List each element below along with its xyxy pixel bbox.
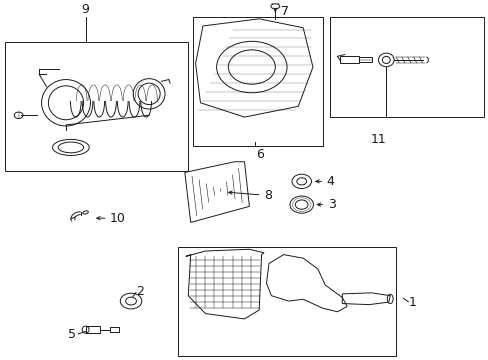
Bar	[178, 247, 395, 356]
Text: 6: 6	[255, 148, 263, 161]
Text: 4: 4	[326, 175, 334, 188]
Text: 3: 3	[327, 198, 335, 211]
Text: 7: 7	[281, 5, 288, 18]
Text: 5: 5	[68, 328, 76, 342]
Text: 10: 10	[110, 212, 125, 225]
Text: 11: 11	[370, 133, 386, 146]
Bar	[110, 327, 119, 332]
Bar	[359, 57, 371, 62]
Text: 9: 9	[81, 3, 89, 16]
Bar	[5, 42, 188, 171]
Bar	[85, 326, 100, 333]
Text: 1: 1	[408, 296, 416, 309]
Text: 2: 2	[136, 285, 143, 298]
Text: 8: 8	[264, 189, 271, 202]
Bar	[193, 17, 322, 146]
Bar	[339, 56, 359, 63]
Bar	[329, 17, 483, 117]
